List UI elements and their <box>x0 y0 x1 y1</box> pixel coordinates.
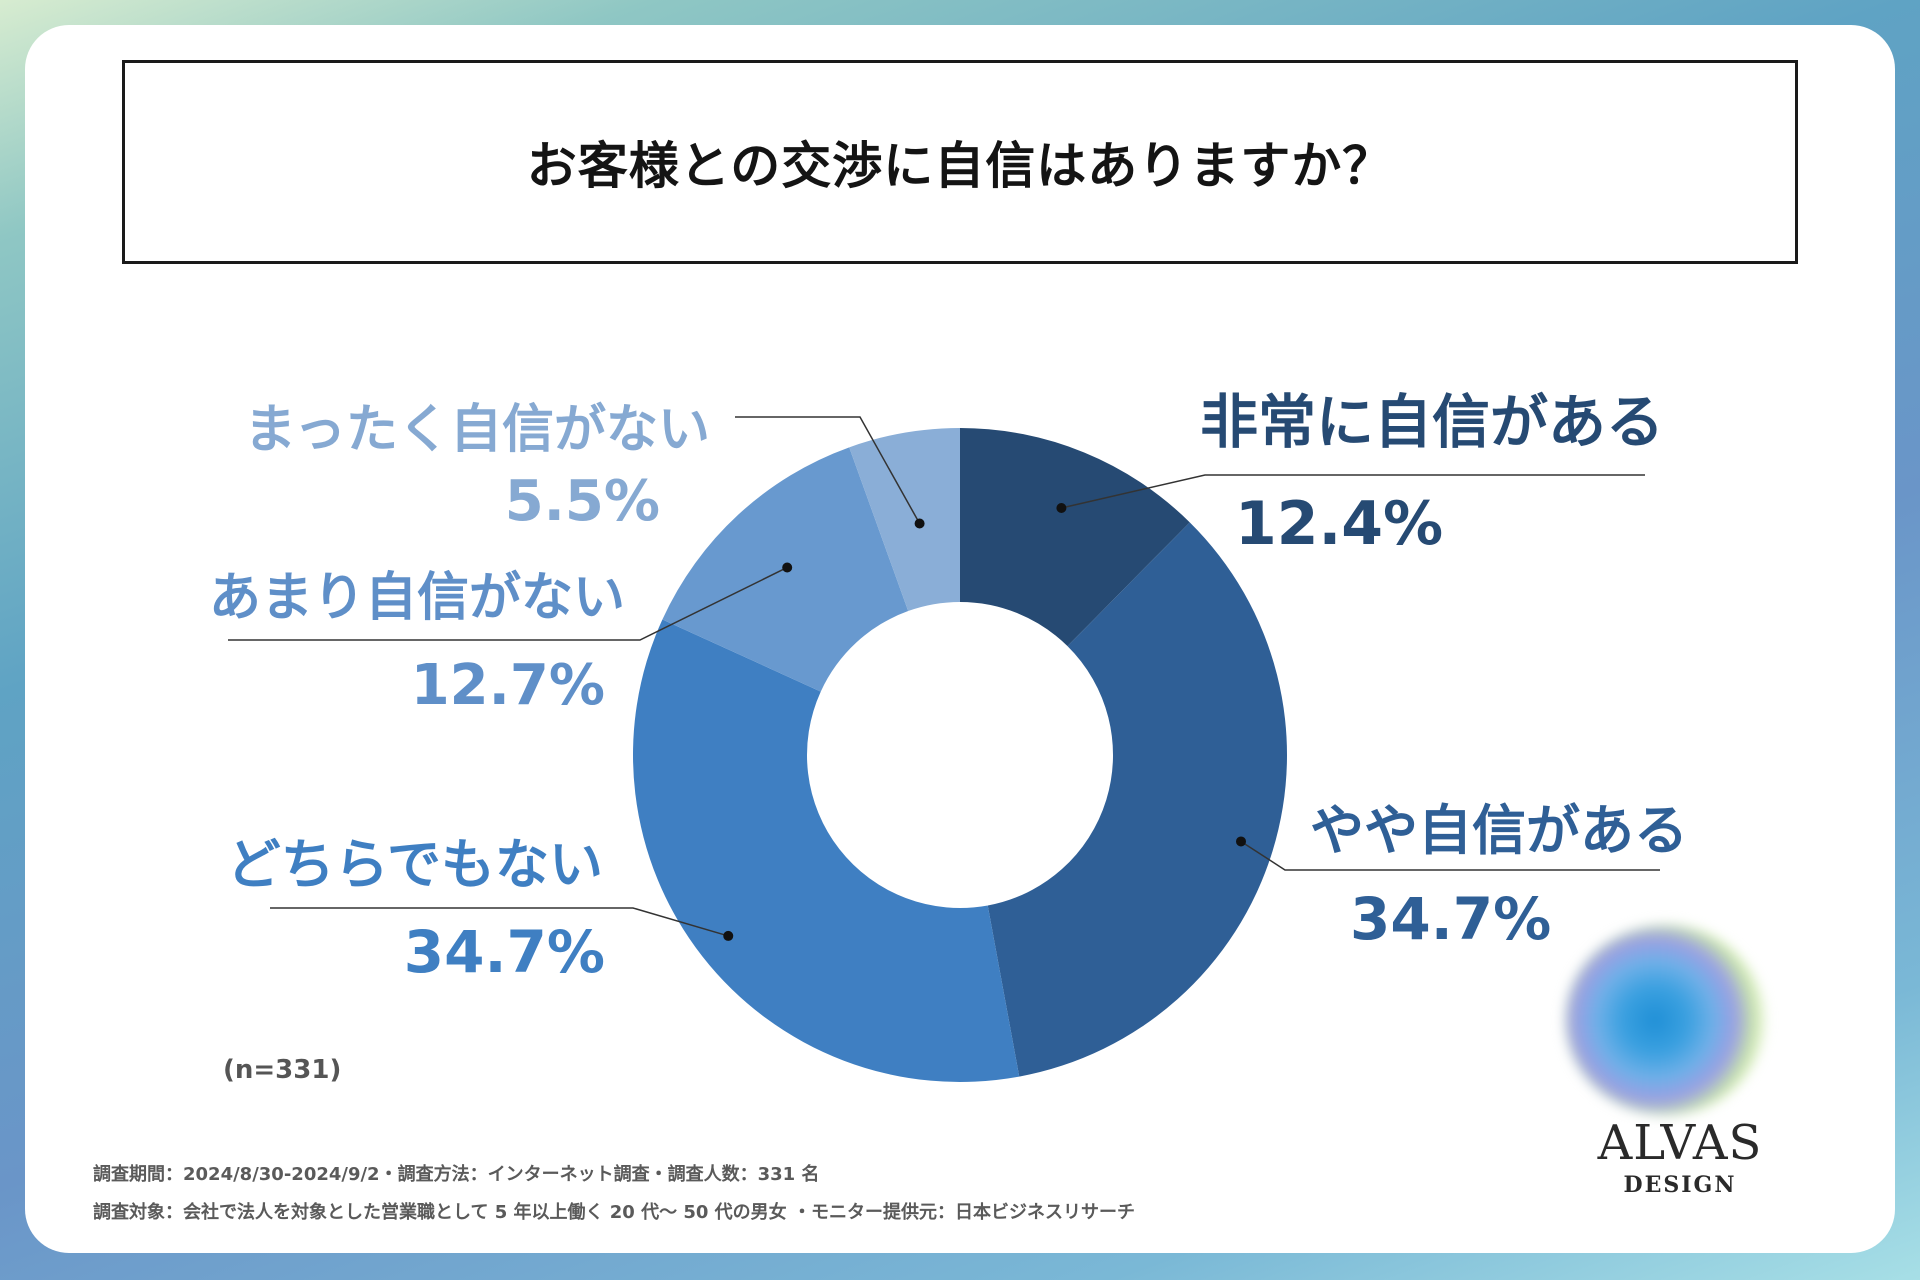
leader-line-4 <box>228 566 788 641</box>
category-label-3: どちらでもない <box>227 833 603 896</box>
leader-line-5 <box>735 416 921 524</box>
chart-title: お客様との交渉に自信はありますか？ <box>526 137 1394 195</box>
leader-line-1 <box>1061 474 1645 509</box>
donut-slice-5 <box>849 428 960 612</box>
value-label-1: 12.4% <box>1235 489 1443 559</box>
value-label-5: 5.5% <box>505 469 660 534</box>
value-label-2: 34.7% <box>1350 885 1551 953</box>
leader-line-3 <box>270 907 729 937</box>
leader-dot-4 <box>782 562 793 573</box>
title-box: お客様との交渉に自信はありますか？ <box>122 60 1798 264</box>
donut-slice-2 <box>987 522 1287 1077</box>
category-label-5: まったく自信がない <box>244 400 710 460</box>
category-label-1: 非常に自信がある <box>1200 388 1664 456</box>
sample-size: (n=331) <box>223 1055 342 1085</box>
donut-slice-3 <box>633 619 1020 1082</box>
footnote-target: 調査対象：会社で法人を対象とした営業職として 5 年以上働く 20 代～ 50 … <box>93 1202 1135 1223</box>
category-label-2: やや自信がある <box>1310 799 1688 862</box>
leader-dot-2 <box>1236 836 1247 847</box>
leader-dot-3 <box>723 930 734 941</box>
donut-slice-1 <box>960 428 1190 647</box>
value-label-4: 12.7% <box>411 653 605 718</box>
leader-line-2 <box>1240 840 1660 871</box>
leader-dot-5 <box>914 518 925 529</box>
logo-subtext: DESIGN <box>1623 1172 1737 1198</box>
logo-orb <box>1565 925 1765 1115</box>
value-label-3: 34.7% <box>404 918 605 986</box>
logo-text: ALVAS <box>1597 1115 1763 1171</box>
category-label-4: あまり自信がない <box>209 568 625 628</box>
footnote-survey: 調査期間：2024/8/30-2024/9/2・調査方法：インターネット調査・調… <box>93 1164 820 1185</box>
leader-dot-1 <box>1056 503 1067 514</box>
